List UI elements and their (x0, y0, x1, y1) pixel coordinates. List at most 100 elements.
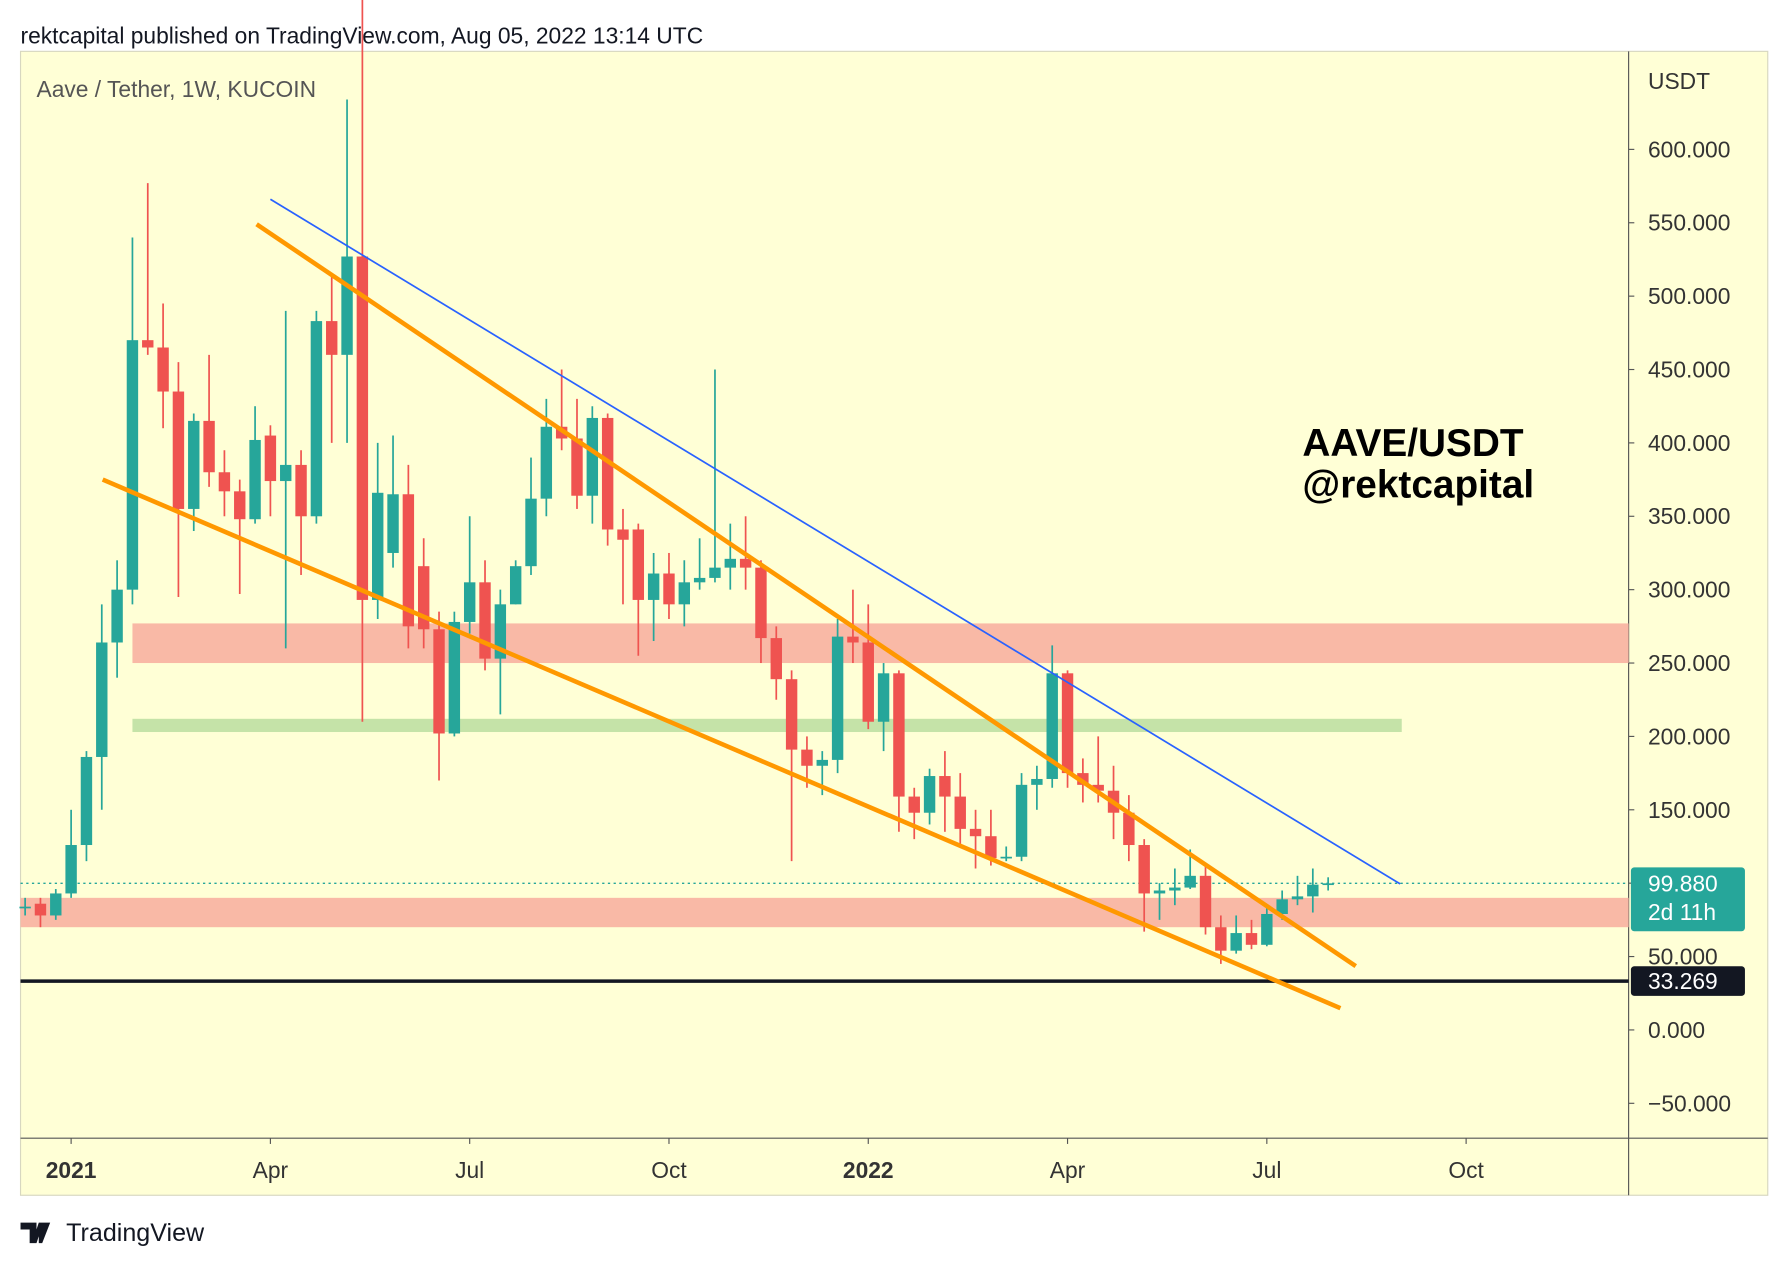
candle-body (816, 759, 828, 766)
candle-body (19, 906, 31, 909)
candle-body (1046, 673, 1058, 779)
candle-body (1230, 933, 1242, 951)
candle-body (172, 391, 185, 509)
candle-body (264, 435, 277, 482)
candle-body (647, 573, 660, 600)
candle-body (525, 498, 537, 567)
candle-body (1245, 933, 1258, 945)
candle-body (356, 256, 369, 600)
candle-body (1153, 890, 1166, 894)
candle-body (847, 636, 859, 643)
candle-body (1322, 883, 1334, 886)
candle-body (157, 347, 169, 392)
candle-body (188, 420, 200, 509)
candle-body (908, 796, 920, 813)
y-tick-label: 500.000 (1648, 283, 1730, 309)
candle-body (509, 566, 522, 605)
candle-body (1031, 778, 1043, 785)
candle-body (34, 903, 47, 916)
candle-body (1000, 856, 1012, 859)
candle-body (877, 673, 890, 722)
y-tick-label: 450.000 (1648, 357, 1730, 383)
y-tick-label: 400.000 (1648, 430, 1730, 456)
candle-body (249, 439, 261, 520)
candle-body (234, 491, 246, 520)
candle-body (142, 340, 154, 348)
x-tick-label: Oct (651, 1157, 687, 1183)
candle-body (387, 494, 399, 553)
y-axis-label: USDT (1648, 68, 1710, 94)
candle-body (494, 604, 507, 659)
plot-area (19, 0, 1629, 1011)
candle-body (417, 566, 430, 630)
x-tick-label: Apr (1050, 1157, 1086, 1183)
candle-body (1169, 887, 1181, 891)
candle-body (678, 582, 691, 605)
candle-body (326, 321, 338, 355)
candle-body (96, 642, 108, 757)
candle-body (65, 845, 77, 894)
candle-body (969, 828, 982, 837)
candle-body (923, 776, 936, 813)
candle-body (617, 529, 629, 540)
level-tag (1630, 966, 1745, 996)
y-tick-label: 350.000 (1648, 503, 1730, 529)
candle-body (50, 893, 62, 916)
candle-body (954, 796, 966, 829)
footer: TradingView (66, 1219, 205, 1247)
last-price-tag (1630, 867, 1745, 932)
x-tick-label: Apr (253, 1157, 289, 1183)
candle-body (801, 749, 813, 766)
candle-body (280, 464, 292, 482)
candle-body (1184, 875, 1196, 888)
candle-body (709, 567, 721, 578)
candle-body (939, 776, 951, 797)
candle-body (111, 589, 123, 643)
level-label: 33.269 (1648, 968, 1718, 994)
candle-body (1307, 884, 1319, 897)
x-tick-label: Jul (1252, 1157, 1281, 1183)
candle-body (1276, 899, 1288, 914)
candle-body (739, 558, 752, 568)
candle-body (540, 426, 553, 499)
candle-body (862, 642, 874, 722)
candle-body (663, 573, 675, 605)
y-tick-label: −50.000 (1648, 1090, 1731, 1116)
candle-body (310, 321, 323, 517)
candle-body (571, 438, 583, 496)
candle-body (724, 558, 736, 568)
y-tick-label: 200.000 (1648, 723, 1730, 749)
candle-body (693, 577, 706, 583)
candle-body (80, 756, 93, 846)
candle-body (632, 529, 645, 600)
candle-body (586, 417, 599, 496)
candle-body (402, 494, 415, 627)
x-tick-label: 2021 (46, 1157, 97, 1183)
y-tick-label: 250.000 (1648, 650, 1730, 676)
candle-body (1199, 875, 1212, 928)
zone (20, 897, 1629, 928)
candle-body (601, 417, 614, 530)
candle-body (341, 256, 353, 355)
y-tick-label: 50.000 (1648, 944, 1718, 970)
candle-body (433, 629, 445, 734)
trendline (269, 198, 1401, 885)
candle-body (1092, 784, 1104, 791)
x-tick-label: Jul (455, 1157, 484, 1183)
candle-body (1291, 896, 1304, 900)
candle-body (755, 567, 767, 639)
candle-body (448, 621, 461, 734)
candle-body (1061, 673, 1074, 774)
y-tick-label: 600.000 (1648, 136, 1730, 162)
y-tick-label: 550.000 (1648, 210, 1730, 236)
candle-body (1123, 812, 1135, 846)
candle-body (893, 673, 905, 797)
annotation: @rektcapital (1302, 463, 1534, 506)
candle-body (985, 836, 997, 859)
candle-body (479, 582, 491, 659)
candle-body (785, 679, 798, 750)
candle-body (1261, 913, 1273, 945)
trendline (255, 222, 1358, 968)
